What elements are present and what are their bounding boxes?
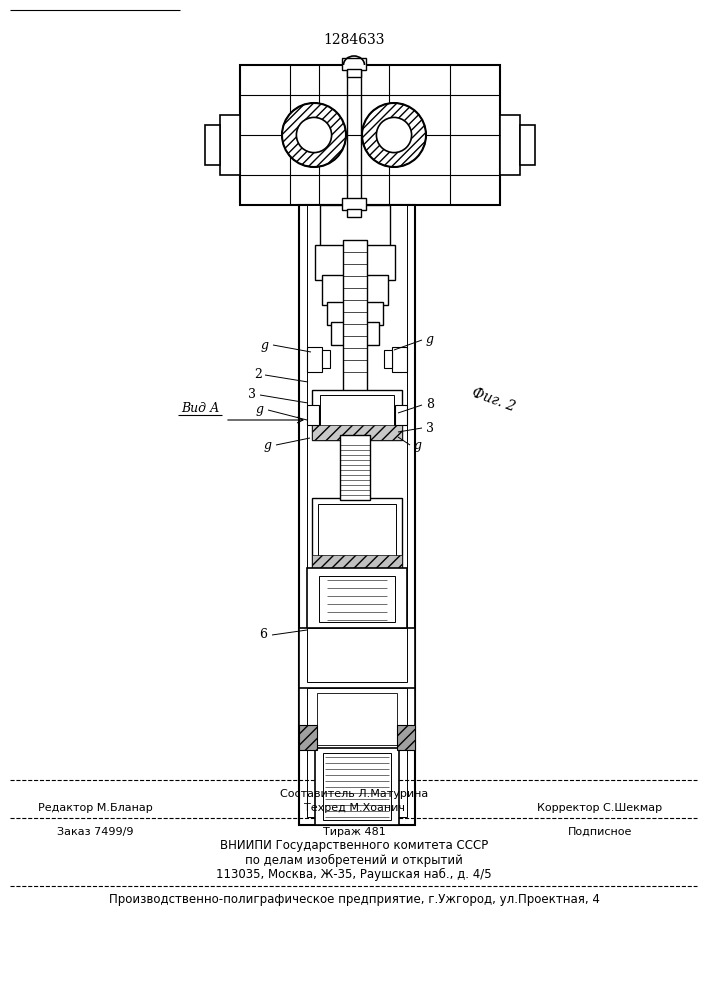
Bar [397,725,415,750]
Text: ВНИИПИ Государственного комитета СССР: ВНИИПИ Государственного комитета СССР [220,840,488,852]
Bar [384,350,392,368]
Text: по делам изобретений и открытий: по делам изобретений и открытий [245,853,463,867]
Text: 2: 2 [254,368,262,381]
Text: g: g [414,438,422,452]
Bar [299,628,415,690]
Bar [317,693,397,745]
Bar [323,753,391,820]
Bar [220,115,240,175]
Bar [312,425,402,440]
Text: Составитель Л.Матурина: Составитель Л.Матурина [280,789,428,799]
Bar [343,240,367,565]
Bar [307,347,322,372]
Bar [240,65,500,205]
Bar [307,568,407,630]
Bar [331,322,379,345]
Bar [307,405,319,425]
Text: g: g [426,334,434,347]
Text: Заказ 7499/9: Заказ 7499/9 [57,827,133,837]
Circle shape [296,117,332,153]
Bar [500,115,520,175]
Text: 3: 3 [248,388,256,401]
Circle shape [376,117,411,153]
Text: g: g [261,338,269,352]
Bar [307,205,407,817]
Text: 1284633: 1284633 [323,33,385,47]
Bar [307,568,325,630]
Bar [312,498,402,570]
Bar [393,688,415,750]
Bar [347,69,361,77]
Text: 8: 8 [426,398,434,412]
Bar [342,198,366,210]
Bar [319,576,395,622]
Bar [312,390,402,440]
Text: Тираж 481: Тираж 481 [322,827,385,837]
Text: Подписное: Подписное [568,827,632,837]
Text: Фиг. 2: Фиг. 2 [470,386,517,414]
Bar [315,748,399,825]
Bar [327,302,383,325]
Bar [407,628,415,690]
Text: Корректор С.Шекмар: Корректор С.Шекмар [537,803,662,813]
Bar [340,435,370,500]
Bar [342,58,366,70]
Bar [315,245,395,280]
Bar [520,125,535,165]
Bar [320,205,390,250]
Bar [395,405,407,425]
Bar [299,688,415,750]
Bar [322,275,388,305]
Bar [312,555,402,570]
Text: g: g [264,438,272,452]
Text: Производственно-полиграфическое предприятие, г.Ужгород, ул.Проектная, 4: Производственно-полиграфическое предприя… [109,894,600,906]
Bar [243,95,290,175]
Bar [450,95,497,175]
Bar [299,628,307,690]
Bar [299,688,321,750]
Text: 113035, Москва, Ж-35, Раушская наб., д. 4/5: 113035, Москва, Ж-35, Раушская наб., д. … [216,867,492,881]
Text: Техред М.Хоанич: Техред М.Хоанич [303,803,404,813]
Bar [322,350,330,368]
Circle shape [282,103,346,167]
Bar [205,125,220,165]
Bar [347,209,361,217]
Text: 3: 3 [426,422,434,434]
Bar [307,688,407,742]
Bar [307,628,407,682]
Bar [392,347,407,372]
Bar [299,205,415,825]
Bar [389,568,407,630]
Circle shape [362,103,426,167]
Bar [299,725,317,750]
Text: g: g [256,403,264,416]
Text: Вид А: Вид А [181,401,219,414]
Text: 6: 6 [259,629,267,642]
Bar [320,395,394,435]
Text: Редактор М.Бланар: Редактор М.Бланар [37,803,153,813]
Bar [318,504,396,564]
